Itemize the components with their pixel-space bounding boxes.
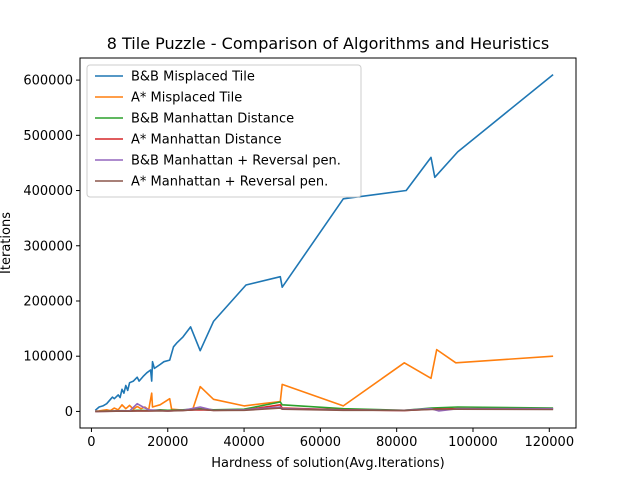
- series-line-2: [95, 348, 554, 412]
- legend: B&B Misplaced Tile A* Misplaced Tile B&B M…: [86, 64, 362, 198]
- y-axis: 0 100000 200000 300000 400000 500000 600000: [23, 74, 80, 420]
- legend-label: A* Misplaced Tile: [131, 91, 242, 106]
- y-tick-label: 500000: [23, 129, 73, 144]
- legend-label: B&B Manhattan + Reversal pen.: [131, 154, 341, 169]
- legend-label: B&B Manhattan Distance: [131, 112, 294, 127]
- y-tick-label: 0: [65, 405, 73, 420]
- x-tick-label: 80000: [376, 435, 417, 450]
- y-tick-label: 300000: [23, 239, 73, 254]
- y-tick-label: 400000: [23, 184, 73, 199]
- x-tick-label: 20000: [147, 435, 188, 450]
- series-layer: [94, 73, 554, 413]
- plot-frame: [79, 57, 577, 429]
- legend-label: B&B Misplaced Tile: [131, 70, 255, 85]
- x-tick-label: 100000: [448, 435, 498, 450]
- x-tick-label: 120000: [524, 435, 574, 450]
- series-line-1: [94, 73, 554, 411]
- y-tick-label: 200000: [23, 294, 73, 309]
- legend-box: [86, 64, 362, 198]
- x-tick-label: 60000: [300, 435, 341, 450]
- x-axis-title: Hardness of solution(Avg.Iterations): [211, 456, 444, 471]
- x-tick-label: 0: [87, 435, 95, 450]
- x-axis: 0 20000 40000 60000 80000 100000 120000: [87, 428, 574, 450]
- x-tick-label: 40000: [223, 435, 264, 450]
- series-line-6: [95, 407, 554, 413]
- legend-label: A* Manhattan Distance: [131, 133, 282, 148]
- legend-label: A* Manhattan + Reversal pen.: [131, 175, 328, 190]
- y-tick-label: 600000: [23, 74, 73, 89]
- y-tick-label: 100000: [23, 350, 73, 365]
- y-axis-title: Iterations: [0, 212, 14, 274]
- chart-title: 8 Tile Puzzle - Comparison of Algorithms…: [107, 34, 550, 53]
